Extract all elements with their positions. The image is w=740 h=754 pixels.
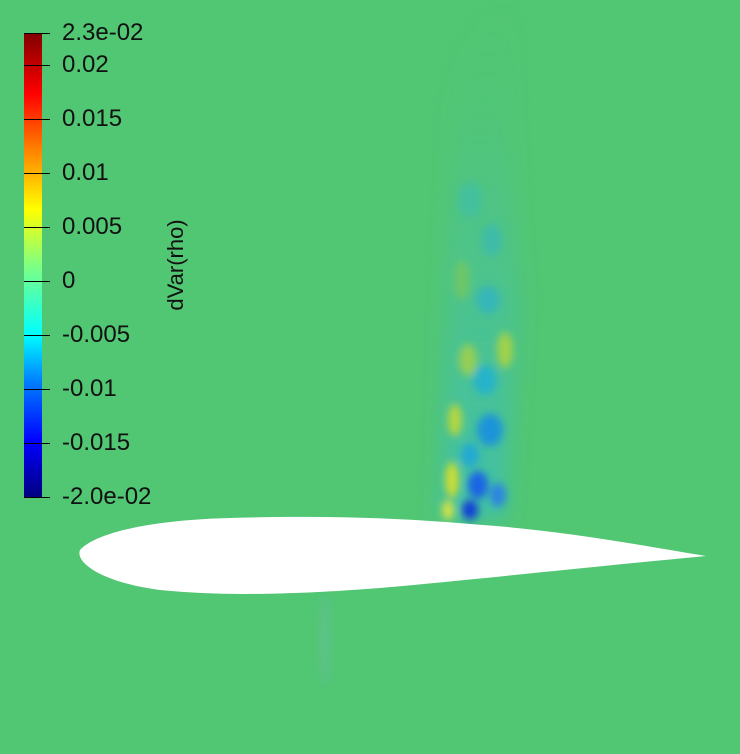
color-legend-tick-label: -0.015 xyxy=(62,429,131,457)
color-legend-tick xyxy=(24,443,50,445)
color-legend-tick-label: 0.02 xyxy=(62,51,109,79)
wake-plume xyxy=(319,5,520,685)
color-legend-tick-label: 0.005 xyxy=(62,213,123,241)
color-legend-tick-label: 0.015 xyxy=(62,105,123,133)
color-legend-tick xyxy=(24,281,50,283)
color-legend-tick xyxy=(24,173,50,175)
color-legend-tick-label: 0 xyxy=(62,267,76,295)
color-legend-tick-label: -0.01 xyxy=(62,375,117,403)
color-legend-tick xyxy=(24,335,50,337)
color-legend xyxy=(24,33,50,498)
color-legend-tick xyxy=(24,33,50,34)
color-legend-tick xyxy=(24,119,50,121)
color-legend-tick-label: 0.01 xyxy=(62,159,109,187)
color-legend-tick-label: 2.3e-02 xyxy=(62,19,144,46)
color-legend-bar xyxy=(24,33,42,497)
wake-turbulence xyxy=(442,182,513,520)
color-legend-tick xyxy=(24,389,50,391)
airfoil xyxy=(79,516,706,594)
color-legend-title: dVar(rho) xyxy=(163,219,188,311)
color-legend-tick-label: -2.0e-02 xyxy=(62,483,152,510)
color-legend-tick-label: -0.005 xyxy=(62,321,131,349)
color-legend-tick xyxy=(24,497,50,498)
color-legend-tick xyxy=(24,65,50,67)
color-legend-tick xyxy=(24,227,50,229)
